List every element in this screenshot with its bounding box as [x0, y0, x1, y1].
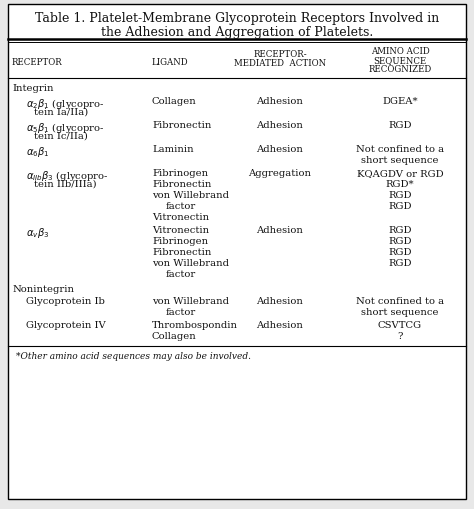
Text: RECEPTOR-: RECEPTOR- [253, 50, 307, 59]
Text: Adhesion: Adhesion [256, 145, 303, 154]
Text: Nonintegrin: Nonintegrin [12, 285, 74, 293]
Text: RGD: RGD [388, 259, 412, 267]
Text: DGEA*: DGEA* [382, 97, 418, 106]
Text: von Willebrand: von Willebrand [152, 296, 229, 305]
Text: $\alpha_v\beta_3$: $\alpha_v\beta_3$ [26, 225, 49, 240]
Text: RECOGNIZED: RECOGNIZED [368, 65, 432, 74]
Text: Collagen: Collagen [152, 331, 197, 341]
Text: RGD: RGD [388, 237, 412, 245]
Text: tein Ia/IIa): tein Ia/IIa) [34, 108, 88, 117]
Text: Thrombospondin: Thrombospondin [152, 320, 238, 329]
Text: RGD: RGD [388, 191, 412, 200]
Text: tein IIb/IIIa): tein IIb/IIIa) [34, 180, 97, 189]
Text: $\alpha_{IIb}\beta_3$ (glycopro-: $\alpha_{IIb}\beta_3$ (glycopro- [26, 168, 109, 183]
Text: $\alpha_5\beta_1$ (glycopro-: $\alpha_5\beta_1$ (glycopro- [26, 121, 105, 135]
Text: Glycoprotein IV: Glycoprotein IV [26, 320, 106, 329]
Text: AMINO ACID: AMINO ACID [371, 47, 429, 56]
Text: tein Ic/IIa): tein Ic/IIa) [34, 132, 88, 140]
Text: short sequence: short sequence [361, 156, 439, 165]
Text: RGD*: RGD* [386, 180, 414, 189]
Text: Table 1. Platelet-Membrane Glycoprotein Receptors Involved in: Table 1. Platelet-Membrane Glycoprotein … [35, 12, 439, 25]
Text: Vitronectin: Vitronectin [152, 213, 209, 221]
Text: $\alpha_6\beta_1$: $\alpha_6\beta_1$ [26, 145, 49, 159]
Text: Aggregation: Aggregation [248, 168, 311, 178]
Text: short sequence: short sequence [361, 307, 439, 317]
Text: Fibrinogen: Fibrinogen [152, 168, 208, 178]
Text: Not confined to a: Not confined to a [356, 296, 444, 305]
Text: von Willebrand: von Willebrand [152, 259, 229, 267]
Text: Vitronectin: Vitronectin [152, 225, 209, 235]
Text: factor: factor [166, 269, 196, 278]
Text: Integrin: Integrin [12, 84, 54, 93]
Text: factor: factor [166, 202, 196, 211]
Text: CSVTCG: CSVTCG [378, 320, 422, 329]
Text: *Other amino acid sequences may also be involved.: *Other amino acid sequences may also be … [16, 351, 251, 360]
Text: Adhesion: Adhesion [256, 97, 303, 106]
Text: SEQUENCE: SEQUENCE [374, 56, 427, 65]
Text: the Adhesion and Aggregation of Platelets.: the Adhesion and Aggregation of Platelet… [101, 26, 373, 39]
Text: Adhesion: Adhesion [256, 320, 303, 329]
Text: Adhesion: Adhesion [256, 121, 303, 130]
Text: RGD: RGD [388, 121, 412, 130]
Text: MEDIATED  ACTION: MEDIATED ACTION [234, 59, 326, 68]
Text: RGD: RGD [388, 225, 412, 235]
Text: von Willebrand: von Willebrand [152, 191, 229, 200]
Text: Fibrinogen: Fibrinogen [152, 237, 208, 245]
Text: KQAGDV or RGD: KQAGDV or RGD [357, 168, 443, 178]
Text: RGD: RGD [388, 202, 412, 211]
Text: RECEPTOR: RECEPTOR [12, 58, 63, 67]
Text: Glycoprotein Ib: Glycoprotein Ib [26, 296, 105, 305]
Text: RGD: RGD [388, 247, 412, 257]
Text: factor: factor [166, 307, 196, 317]
Text: Fibronectin: Fibronectin [152, 180, 211, 189]
Text: $\alpha_2\beta_1$ (glycopro-: $\alpha_2\beta_1$ (glycopro- [26, 97, 105, 111]
Text: Adhesion: Adhesion [256, 296, 303, 305]
Text: Adhesion: Adhesion [256, 225, 303, 235]
Text: LIGAND: LIGAND [152, 58, 189, 67]
Text: Collagen: Collagen [152, 97, 197, 106]
Text: Fibronectin: Fibronectin [152, 121, 211, 130]
Text: Not confined to a: Not confined to a [356, 145, 444, 154]
Text: Laminin: Laminin [152, 145, 193, 154]
Text: ?: ? [397, 331, 403, 341]
Text: Fibronectin: Fibronectin [152, 247, 211, 257]
